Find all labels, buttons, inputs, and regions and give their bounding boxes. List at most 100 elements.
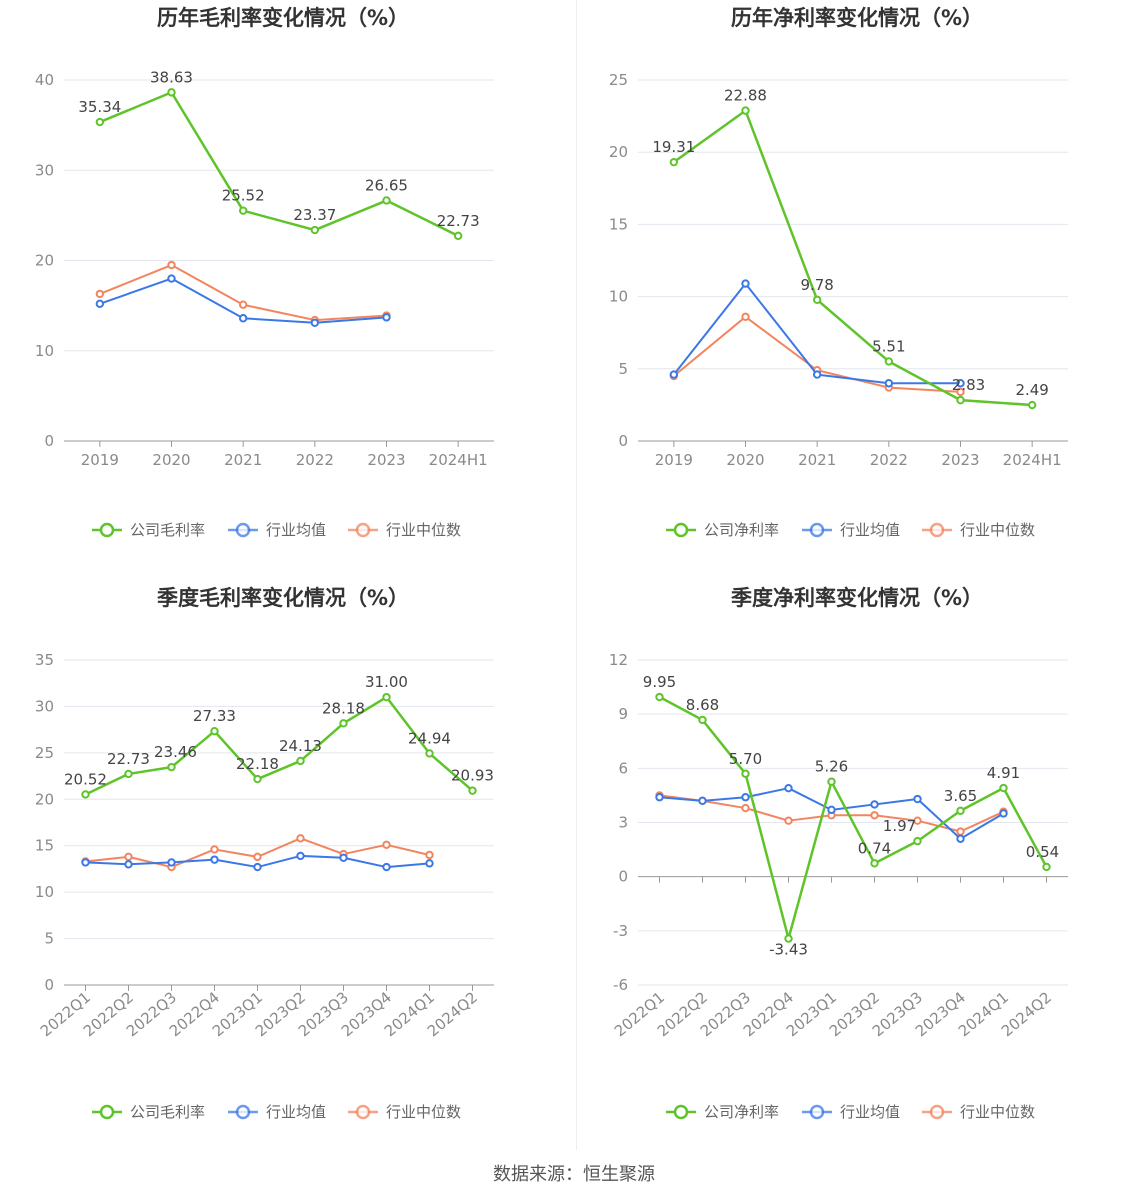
- data-point-industry_median[interactable]: [741, 312, 750, 322]
- data-point-company[interactable]: [310, 225, 320, 235]
- data-point-industry_avg[interactable]: [253, 862, 262, 872]
- data-point-industry_median[interactable]: [741, 803, 750, 813]
- data-point-company[interactable]: [741, 106, 750, 115]
- data-point-industry_avg[interactable]: [425, 859, 434, 868]
- data-point-company[interactable]: [870, 859, 879, 868]
- data-point-industry_median[interactable]: [425, 850, 434, 860]
- data-point-industry_median[interactable]: [870, 811, 879, 820]
- data-point-industry_avg[interactable]: [210, 855, 219, 864]
- data-point-industry_median[interactable]: [95, 289, 105, 299]
- data-point-company[interactable]: [741, 769, 750, 778]
- data-point-company[interactable]: [468, 786, 477, 795]
- legend-label: 行业中位数: [960, 1103, 1035, 1121]
- legend-item-industry_median[interactable]: 行业中位数: [348, 521, 461, 539]
- data-point-industry_avg[interactable]: [698, 796, 707, 806]
- data-point-company[interactable]: [812, 295, 822, 304]
- legend-item-company[interactable]: 公司净利率: [666, 521, 779, 539]
- data-label: 25.52: [222, 187, 265, 205]
- legend-item-industry_avg[interactable]: 行业均值: [802, 1103, 900, 1121]
- data-label: 0.54: [1026, 843, 1059, 861]
- data-point-industry_avg[interactable]: [655, 793, 664, 802]
- data-point-industry_avg[interactable]: [870, 800, 879, 809]
- data-point-industry_avg[interactable]: [124, 860, 133, 869]
- data-point-company[interactable]: [124, 769, 133, 779]
- data-point-company[interactable]: [698, 715, 707, 725]
- data-point-company[interactable]: [827, 777, 836, 786]
- data-point-industry_median[interactable]: [956, 827, 965, 836]
- data-point-company[interactable]: [453, 231, 463, 241]
- data-point-company[interactable]: [999, 783, 1008, 793]
- data-point-industry_avg[interactable]: [339, 853, 348, 862]
- data-point-company[interactable]: [382, 196, 391, 205]
- data-point-industry_avg[interactable]: [784, 783, 793, 793]
- data-point-industry_median[interactable]: [124, 852, 133, 862]
- data-point-industry_avg[interactable]: [382, 862, 391, 872]
- legend-item-industry_median[interactable]: 行业中位数: [348, 1103, 461, 1121]
- data-point-industry_avg[interactable]: [741, 279, 750, 288]
- chart-svg-annual-net: 历年净利率变化情况（%） 0 5 10 15 20 25 2019 2020 2021 2022 20…: [609, 6, 1068, 539]
- legend-item-industry_avg[interactable]: 行业均值: [228, 521, 326, 539]
- data-point-company[interactable]: [167, 762, 176, 772]
- chart-panel-annual-gross: 历年毛利率变化情况（%） 0 10 20 30 40 2019 2020 2021 2022 202…: [0, 0, 574, 580]
- data-point-industry_median[interactable]: [238, 300, 248, 309]
- x-tick-label: 2021: [224, 451, 262, 469]
- data-point-industry_avg[interactable]: [81, 858, 90, 867]
- data-point-company[interactable]: [956, 806, 965, 815]
- data-point-industry_median[interactable]: [210, 845, 219, 854]
- data-point-company[interactable]: [339, 719, 348, 728]
- legend-item-industry_avg[interactable]: 行业均值: [228, 1103, 326, 1121]
- data-point-industry_avg[interactable]: [95, 299, 105, 309]
- data-point-industry_avg[interactable]: [884, 379, 894, 388]
- data-point-company[interactable]: [167, 88, 176, 97]
- data-point-industry_avg[interactable]: [827, 805, 836, 815]
- data-label: 5.70: [729, 750, 762, 768]
- data-point-company[interactable]: [296, 756, 305, 766]
- data-point-industry_avg[interactable]: [913, 794, 922, 804]
- data-point-industry_avg[interactable]: [167, 858, 176, 867]
- data-point-industry_median[interactable]: [956, 387, 965, 397]
- data-point-industry_avg[interactable]: [669, 370, 679, 379]
- data-point-industry_avg[interactable]: [741, 793, 750, 802]
- legend-item-industry_median[interactable]: 行业中位数: [922, 521, 1035, 539]
- data-point-industry_avg[interactable]: [956, 379, 965, 388]
- data-point-industry_median[interactable]: [167, 260, 176, 270]
- data-point-company[interactable]: [655, 692, 664, 702]
- data-point-company[interactable]: [913, 836, 922, 846]
- data-point-industry_avg[interactable]: [812, 370, 822, 379]
- data-label: 5.26: [815, 758, 848, 776]
- legend-item-industry_avg[interactable]: 行业均值: [802, 521, 900, 539]
- data-point-industry_avg[interactable]: [382, 313, 391, 322]
- legend-item-company[interactable]: 公司净利率: [666, 1103, 779, 1121]
- data-point-company[interactable]: [669, 157, 679, 167]
- data-point-company[interactable]: [210, 727, 219, 736]
- data-point-company[interactable]: [95, 117, 105, 127]
- y-tick-label: 9: [618, 705, 628, 723]
- data-point-industry_avg[interactable]: [167, 274, 176, 283]
- data-point-company[interactable]: [425, 749, 434, 758]
- data-point-industry_median[interactable]: [784, 816, 793, 825]
- data-point-industry_median[interactable]: [913, 816, 922, 825]
- data-point-company[interactable]: [81, 790, 90, 799]
- y-tick-label: 12: [609, 651, 628, 669]
- data-point-industry_avg[interactable]: [999, 809, 1008, 818]
- data-point-company[interactable]: [1027, 400, 1037, 410]
- data-point-industry_avg[interactable]: [956, 834, 965, 843]
- data-label: 19.31: [652, 138, 695, 156]
- legend-label: 行业均值: [840, 1103, 900, 1121]
- data-point-company[interactable]: [1042, 862, 1051, 872]
- legend-item-industry_median[interactable]: 行业中位数: [922, 1103, 1035, 1121]
- data-point-industry_median[interactable]: [382, 840, 391, 849]
- data-point-company[interactable]: [884, 357, 894, 366]
- data-point-company[interactable]: [382, 692, 391, 702]
- data-point-industry_avg[interactable]: [238, 314, 248, 323]
- data-point-company[interactable]: [784, 934, 793, 943]
- data-point-industry_avg[interactable]: [310, 318, 320, 327]
- legend-item-company[interactable]: 公司毛利率: [92, 521, 205, 539]
- data-point-industry_avg[interactable]: [296, 851, 305, 861]
- data-point-industry_median[interactable]: [296, 834, 305, 843]
- data-point-company[interactable]: [956, 395, 965, 405]
- data-point-industry_median[interactable]: [253, 852, 262, 862]
- data-point-company[interactable]: [253, 774, 262, 784]
- data-point-company[interactable]: [238, 206, 248, 215]
- legend-item-company[interactable]: 公司毛利率: [92, 1103, 205, 1121]
